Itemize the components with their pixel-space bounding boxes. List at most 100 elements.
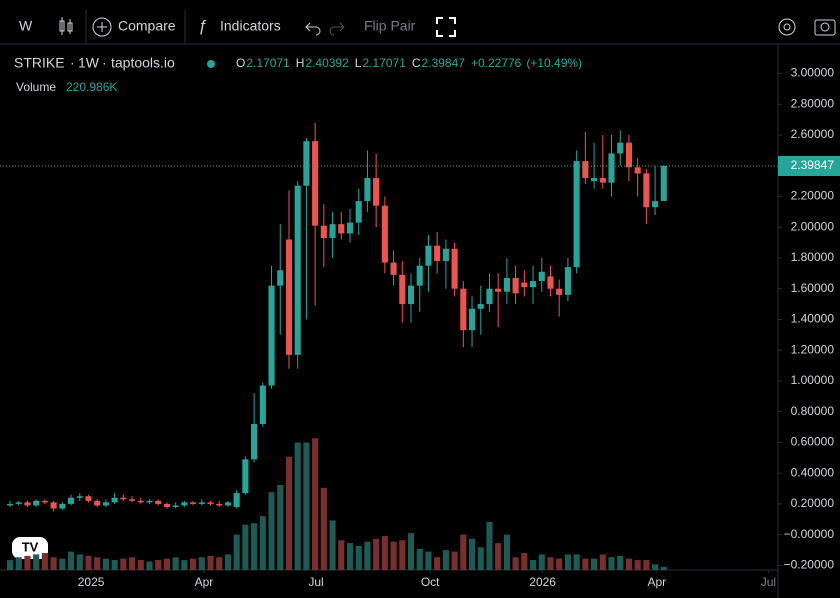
- candle-body: [50, 502, 57, 509]
- volume-bar: [50, 557, 57, 570]
- volume-bar: [76, 554, 83, 570]
- legend-symbol: STRIKE: [14, 55, 65, 71]
- legend-ohlc-key: L: [355, 56, 362, 70]
- volume-bar: [425, 551, 432, 570]
- legend-source: taptools.io: [111, 55, 175, 71]
- volume-bar: [521, 553, 528, 570]
- candle-body: [373, 178, 380, 206]
- volume-bar: [59, 558, 66, 570]
- y-tick-label: −0.20000: [784, 558, 835, 572]
- candle-body: [451, 248, 458, 289]
- y-tick-label: 1.80000: [791, 250, 835, 264]
- y-tick-label: 0.80000: [791, 404, 835, 418]
- volume-bar: [198, 557, 205, 570]
- flip-pair-button[interactable]: Flip Pair: [364, 18, 416, 34]
- compare-icon[interactable]: [92, 17, 112, 37]
- volume-bar: [224, 554, 232, 570]
- candle-body: [155, 500, 162, 504]
- candle-body: [94, 500, 101, 506]
- x-tick-label: Apr: [647, 575, 666, 589]
- candle-body: [477, 304, 484, 309]
- volume-bar: [373, 538, 380, 570]
- svg-text:TV: TV: [22, 539, 39, 554]
- candle-body: [364, 178, 371, 202]
- volume-label: Volume: [16, 80, 56, 94]
- candle-body: [338, 224, 345, 234]
- volume-bar: [407, 533, 415, 570]
- candle-body: [76, 496, 83, 498]
- fullscreen-icon[interactable]: [436, 17, 456, 37]
- candle-body: [111, 497, 118, 503]
- candle-body: [285, 239, 293, 355]
- candle-body: [59, 503, 66, 509]
- candle-body: [207, 502, 214, 504]
- y-tick-label: 2.20000: [791, 189, 835, 203]
- volume-bar: [460, 534, 467, 570]
- volume-bar: [338, 540, 345, 570]
- candle-body: [434, 245, 441, 262]
- settings-icon[interactable]: [778, 18, 796, 36]
- volume-bar: [399, 540, 406, 570]
- legend-change: +0.22776: [471, 56, 522, 70]
- candle-body: [277, 270, 284, 286]
- candle-body: [416, 265, 423, 286]
- candle-body: [181, 502, 188, 506]
- volume-bar: [207, 555, 214, 570]
- volume-bar: [364, 541, 371, 570]
- indicators-button[interactable]: Indicators: [220, 18, 281, 34]
- candle-body: [41, 500, 48, 503]
- volume-bar: [172, 557, 179, 570]
- candle-body: [512, 277, 519, 294]
- candle-body: [312, 141, 319, 226]
- volume-bar: [33, 554, 40, 570]
- candle-body: [137, 500, 144, 503]
- y-tick-label: 1.40000: [791, 312, 835, 326]
- volume-bar: [608, 557, 615, 570]
- y-tick-label: 0.40000: [791, 465, 835, 479]
- undo-icon[interactable]: [305, 22, 321, 36]
- legend-separator: ·: [102, 55, 107, 71]
- redo-icon[interactable]: [329, 22, 345, 36]
- volume-bar: [277, 485, 284, 570]
- snapshot-icon[interactable]: [814, 19, 836, 36]
- volume-bar: [442, 550, 449, 570]
- volume-bar: [617, 555, 624, 570]
- volume-bar: [634, 560, 641, 570]
- volume-bar: [381, 536, 388, 570]
- candle-body: [224, 502, 232, 506]
- y-tick-label: 2.80000: [791, 96, 835, 110]
- volume-bar: [599, 554, 606, 570]
- candle-body: [268, 285, 275, 386]
- candle-body: [521, 282, 528, 288]
- volume-bar: [451, 551, 458, 570]
- volume-bar: [24, 555, 31, 570]
- candle-body: [468, 308, 476, 331]
- candle-body: [67, 497, 75, 504]
- candle-body: [660, 165, 667, 201]
- candle-body: [346, 222, 354, 234]
- compare-button[interactable]: Compare: [118, 18, 176, 34]
- candle-body: [399, 274, 406, 305]
- volume-bar: [41, 553, 48, 570]
- volume-bar: [556, 558, 563, 570]
- chart-type-icon[interactable]: [59, 17, 73, 35]
- candle-body: [85, 496, 92, 501]
- legend-ohlc-key: O: [236, 56, 245, 70]
- volume-bar: [303, 442, 310, 570]
- volume-bar: [477, 547, 484, 570]
- candle-body: [599, 178, 606, 183]
- legend-ohlc-value: 2.39847: [422, 56, 466, 70]
- candle-body: [652, 201, 659, 208]
- legend-ohlc: O 2.17071 H 2.40392 L 2.17071 C 2.39847 +0.22776…: [236, 56, 582, 70]
- candle-body: [460, 288, 467, 331]
- indicators-icon[interactable]: ƒ: [198, 18, 207, 35]
- candle-body: [198, 502, 205, 504]
- candle-body: [495, 288, 502, 292]
- interval-button[interactable]: W: [19, 18, 33, 34]
- volume-bar: [529, 560, 537, 570]
- candle-body: [573, 161, 580, 268]
- volume-bar: [390, 541, 397, 570]
- candle-body: [33, 500, 40, 506]
- y-tick-label: 1.20000: [791, 342, 835, 356]
- last-price-box: [778, 155, 840, 176]
